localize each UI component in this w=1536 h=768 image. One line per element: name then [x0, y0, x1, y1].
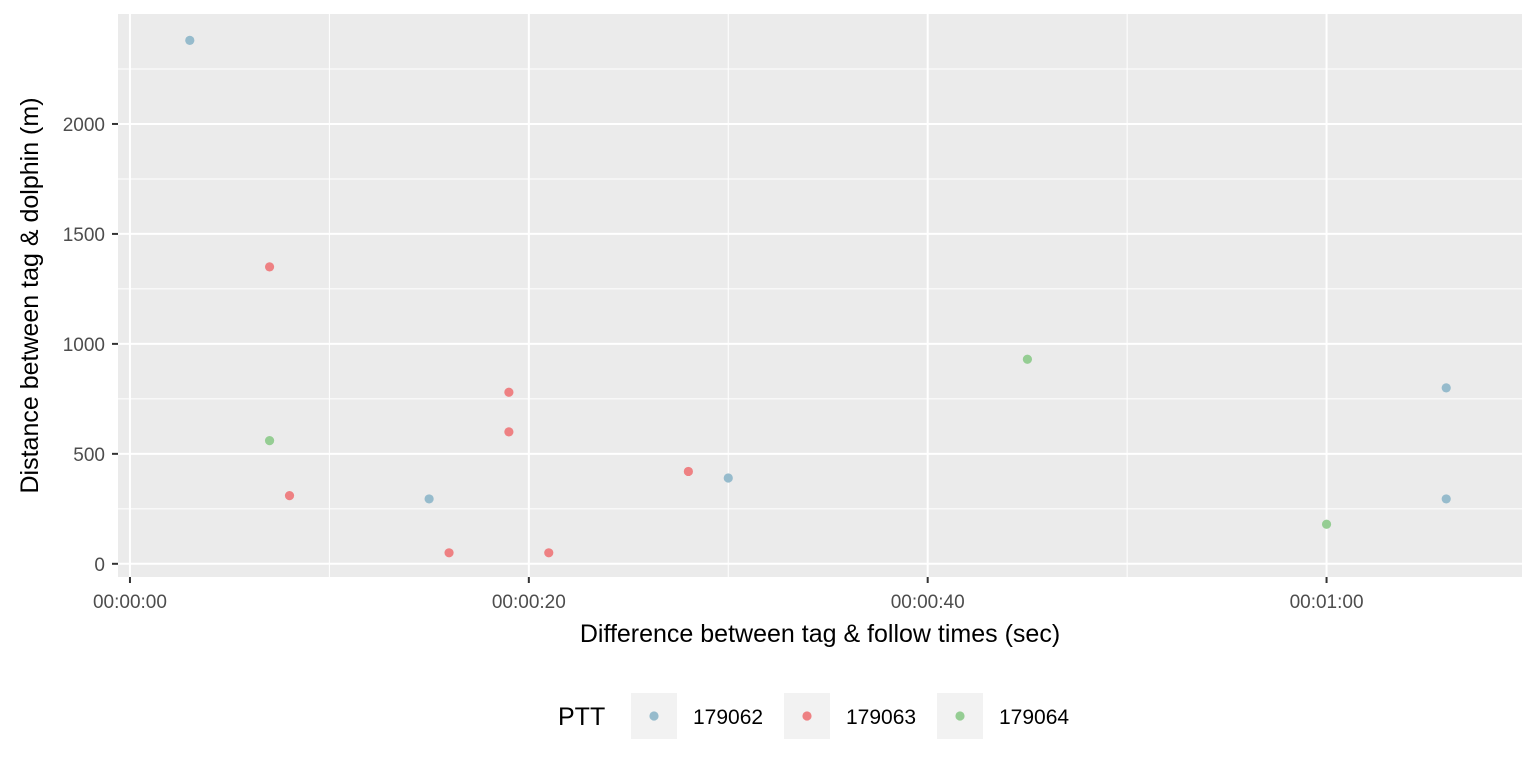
- y-tick-label: 1500: [63, 225, 105, 246]
- legend-label: 179062: [693, 706, 763, 729]
- legend-title: PTT: [558, 703, 605, 731]
- x-tick-label: 00:00:40: [891, 592, 965, 613]
- data-point-179064: [264, 436, 275, 446]
- minor-gridlines: [118, 14, 1522, 577]
- y-tick-label: 500: [73, 445, 105, 466]
- data-point-179063: [504, 387, 514, 397]
- legend-key-point: [802, 711, 812, 721]
- data-point-179064: [1022, 354, 1033, 364]
- data-points: [185, 35, 1451, 558]
- data-point-179062: [1441, 383, 1451, 393]
- data-point-179063: [444, 548, 454, 558]
- data-point-179062: [424, 494, 434, 504]
- data-point-179064: [1321, 519, 1332, 529]
- data-point-179063: [544, 548, 554, 558]
- legend-key-point: [649, 711, 659, 721]
- legend: PTT 179062 179063 179064: [558, 693, 1069, 739]
- legend-key-point: [955, 711, 965, 721]
- x-tick-label: 00:01:00: [1290, 592, 1364, 613]
- x-axis-title: Difference between tag & follow times (s…: [580, 620, 1060, 648]
- data-point-179063: [504, 427, 514, 437]
- x-tick-label: 00:00:00: [93, 592, 167, 613]
- data-point-179062: [723, 473, 733, 483]
- x-tick-label: 00:00:20: [492, 592, 566, 613]
- major-gridlines: [118, 14, 1522, 577]
- data-point-179063: [683, 466, 693, 477]
- data-point-179062: [185, 35, 195, 45]
- y-tick-label: 0: [94, 555, 105, 576]
- axes: 00:00:00 00:00:20 00:00:40 00:01:00 0 500 1000…: [63, 115, 1364, 613]
- y-tick-label: 1000: [63, 335, 105, 356]
- y-tick-label: 2000: [63, 115, 105, 136]
- data-point-179063: [264, 262, 275, 272]
- data-point-179062: [1441, 494, 1451, 504]
- y-axis-title: Distance between tag & dolphin (m): [16, 97, 44, 493]
- legend-label: 179063: [846, 706, 916, 729]
- legend-label: 179064: [999, 706, 1069, 729]
- plot-panel: [118, 14, 1522, 577]
- data-point-179063: [284, 491, 295, 501]
